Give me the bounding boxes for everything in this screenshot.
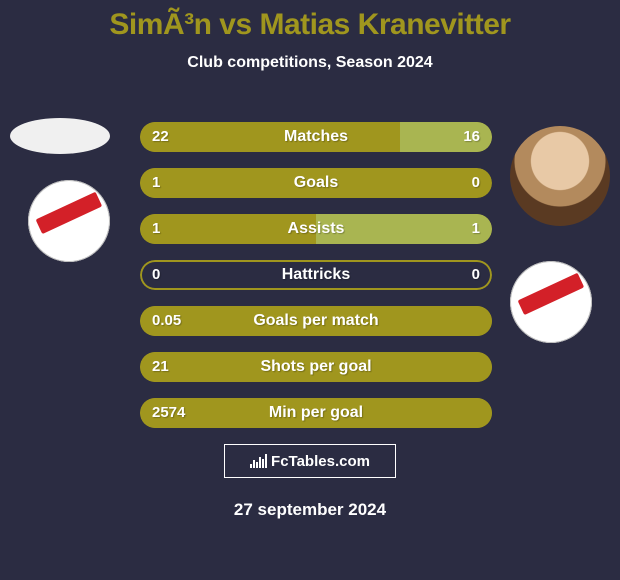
- stat-row: 21Shots per goal: [140, 352, 492, 382]
- date-text: 27 september 2024: [0, 500, 620, 520]
- player-left-club-badge: [28, 180, 110, 262]
- stat-row: 10Goals: [140, 168, 492, 198]
- subtitle: Club competitions, Season 2024: [0, 54, 620, 72]
- page-title: SimÃ³n vs Matias Kranevitter: [0, 0, 620, 42]
- stat-row: 00Hattricks: [140, 260, 492, 290]
- club-stripe-icon: [36, 192, 102, 235]
- stat-row: 2574Min per goal: [140, 398, 492, 428]
- comparison-infographic: SimÃ³n vs Matias Kranevitter Club compet…: [0, 0, 620, 580]
- player-face-icon: [510, 126, 610, 226]
- stat-label: Hattricks: [140, 260, 492, 290]
- stat-label: Goals: [140, 168, 492, 198]
- comparison-chart: 2216Matches 10Goals 11Assists 00Hattricks 0.…: [140, 122, 492, 444]
- club-badge-icon: [28, 180, 110, 262]
- club-badge-icon: [510, 261, 592, 343]
- stat-row: 0.05Goals per match: [140, 306, 492, 336]
- player-left-avatar: [10, 118, 110, 154]
- stat-label: Matches: [140, 122, 492, 152]
- stat-label: Shots per goal: [140, 352, 492, 382]
- brand-text: FcTables.com: [271, 453, 370, 470]
- player-right-avatar: [510, 126, 610, 226]
- stat-label: Goals per match: [140, 306, 492, 336]
- player-right-club-badge: [510, 261, 592, 343]
- stat-label: Assists: [140, 214, 492, 244]
- brand-bars-icon: [250, 454, 267, 468]
- club-stripe-icon: [518, 273, 584, 316]
- stat-row: 11Assists: [140, 214, 492, 244]
- stat-label: Min per goal: [140, 398, 492, 428]
- brand-badge: FcTables.com: [224, 444, 396, 478]
- stat-row: 2216Matches: [140, 122, 492, 152]
